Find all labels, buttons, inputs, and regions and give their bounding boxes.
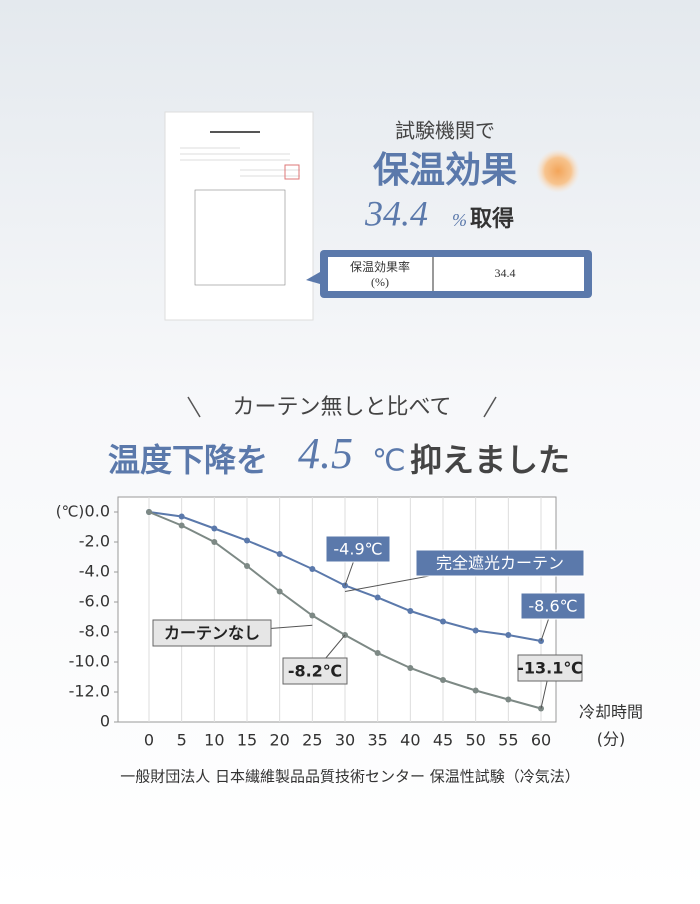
data-point — [276, 588, 283, 595]
x-tick-label: 55 — [498, 731, 518, 750]
value-label-box — [517, 654, 583, 682]
y-tick-label: -12.0 — [69, 682, 110, 701]
x-tick-label: 10 — [204, 731, 224, 750]
result-suffix: 取得 — [470, 206, 514, 232]
data-point — [244, 537, 250, 544]
series-label: カーテンなし — [164, 624, 260, 643]
data-point — [309, 566, 316, 572]
data-point — [146, 509, 152, 515]
headline-value: 4.5 — [298, 429, 353, 478]
data-point — [211, 525, 218, 532]
y-axis-label: (℃) — [56, 503, 85, 521]
result-table: 保温効果率(%) 34.4 — [306, 250, 592, 298]
value-label-box — [325, 535, 391, 563]
result-unit: % — [452, 210, 467, 230]
data-point — [505, 632, 512, 638]
x-tick-label: 20 — [269, 731, 289, 750]
data-point — [374, 650, 381, 656]
y-tick-label: 0.0 — [85, 502, 110, 521]
y-tick-label: -10.0 — [69, 652, 110, 671]
x-axis-label: 冷却時間 — [579, 703, 643, 722]
decoration — [187, 396, 497, 418]
y-tick-label: -2.0 — [79, 532, 110, 551]
table-value: 34.4 — [495, 266, 516, 280]
x-tick-label: 50 — [465, 731, 485, 750]
x-axis-unit: (分) — [597, 730, 626, 749]
data-point — [440, 618, 446, 625]
table-label: 保温効果率(%) — [350, 259, 410, 289]
x-tick-label: 30 — [335, 731, 355, 750]
source: 一般財団法人 日本繊維製品品質技術センター 保温性試験（冷気法） — [120, 768, 580, 786]
y-tick-label: 0 — [100, 712, 110, 731]
value-label: -8.6℃ — [528, 597, 577, 616]
data-point — [472, 687, 479, 694]
lead: 試験機関で — [395, 119, 495, 143]
data-point — [211, 539, 218, 545]
value-label: -13.1℃ — [517, 659, 583, 678]
data-point — [309, 612, 316, 619]
headline-post: 抑えました — [410, 441, 570, 479]
x-tick-label: 0 — [144, 731, 154, 750]
title: 保温効果 — [373, 150, 517, 191]
data-point — [276, 551, 283, 557]
y-tick-label: -6.0 — [79, 592, 110, 611]
x-tick-label: 5 — [177, 731, 187, 750]
sun-icon — [536, 149, 580, 193]
result-value: 34.4 — [364, 193, 428, 233]
value-label-box — [282, 657, 348, 685]
data-point — [244, 563, 250, 569]
series-label-box — [415, 549, 585, 577]
data-point — [505, 696, 512, 703]
headline-pre: 温度下降を — [108, 441, 268, 479]
y-tick-label: -4.0 — [79, 562, 110, 581]
series-label: 完全遮光カーテン — [436, 554, 564, 573]
value-label-box — [520, 592, 586, 620]
headline-unit: ℃ — [372, 444, 406, 479]
data-point — [178, 513, 185, 520]
value-label: -8.2℃ — [288, 662, 342, 681]
plot-area — [117, 496, 557, 723]
data-point — [178, 522, 185, 529]
data-point — [374, 594, 381, 601]
x-tick-label: 45 — [433, 731, 453, 750]
data-point — [407, 608, 414, 614]
x-tick-label: 60 — [531, 731, 551, 750]
value-label: -4.9℃ — [333, 540, 382, 559]
comparison-lead: カーテン無しと比べて — [232, 395, 451, 420]
x-tick-label: 25 — [302, 731, 322, 750]
data-point — [472, 627, 479, 634]
y-tick-label: -8.0 — [79, 622, 110, 641]
data-point — [440, 677, 446, 683]
x-tick-label: 35 — [367, 731, 387, 750]
series-label-box — [152, 619, 272, 647]
x-tick-label: 40 — [400, 731, 420, 750]
certificate-image — [164, 111, 314, 321]
data-point — [407, 665, 414, 671]
x-tick-label: 15 — [237, 731, 257, 750]
